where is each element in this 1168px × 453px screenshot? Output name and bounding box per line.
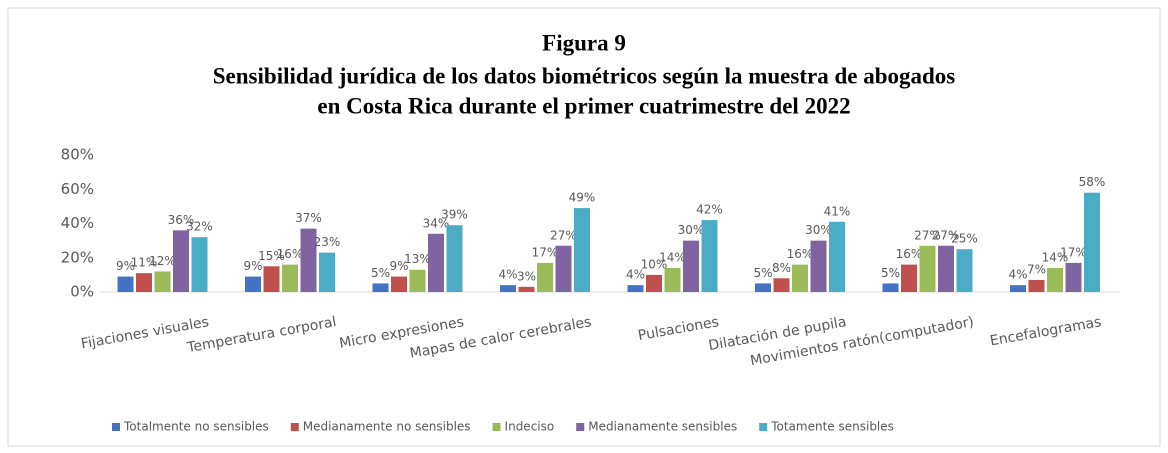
bar (574, 208, 590, 292)
bar (446, 225, 463, 292)
bar (500, 285, 516, 292)
value-label: 16% (277, 247, 304, 261)
bar (773, 278, 790, 292)
value-label: 9% (389, 259, 408, 273)
value-label: 27% (933, 228, 960, 242)
bar (810, 240, 827, 292)
legend-label: Medianamente sensibles (588, 420, 737, 434)
bar (664, 268, 681, 292)
value-label: 16% (787, 247, 814, 261)
bar (391, 276, 407, 292)
bar (755, 283, 771, 292)
bar (319, 252, 335, 292)
legend-swatch (759, 423, 768, 431)
bar (409, 269, 426, 292)
bar (555, 245, 572, 292)
value-label: 5% (753, 266, 772, 280)
bar (263, 266, 280, 292)
value-label: 9% (116, 259, 135, 273)
legend-label: Totalmente no sensibles (123, 420, 269, 434)
chart-subtitle: Sensibilidad jurídica de los datos biomé… (213, 63, 956, 88)
bar (792, 264, 808, 292)
value-label: 49% (569, 191, 596, 205)
value-label: 30% (678, 223, 705, 237)
legend-swatch (290, 423, 299, 431)
bar (537, 262, 553, 292)
value-label: 8% (772, 261, 791, 275)
bar (646, 274, 662, 292)
chart-title: Figura 9 (542, 30, 626, 55)
legend-swatch (492, 423, 501, 431)
bar (829, 221, 845, 292)
value-label: 15% (258, 249, 285, 263)
value-label: 27% (550, 228, 577, 242)
bar (173, 230, 189, 292)
value-label: 14% (659, 251, 686, 265)
value-label: 58% (1079, 175, 1106, 189)
value-label: 5% (371, 266, 390, 280)
legend-swatch (112, 423, 120, 431)
y-tick-label: 60% (61, 180, 94, 198)
value-label: 12% (149, 254, 176, 268)
value-label: 17% (532, 245, 559, 259)
value-label: 5% (881, 266, 900, 280)
bar (683, 240, 699, 292)
value-label: 27% (914, 228, 941, 242)
value-label: 7% (1027, 263, 1046, 277)
value-label: 3% (517, 269, 536, 283)
value-label: 34% (423, 216, 450, 230)
bar (282, 264, 298, 292)
bar (1065, 262, 1082, 292)
value-label: 11% (131, 256, 158, 270)
bar (627, 285, 644, 292)
value-label: 9% (243, 259, 262, 273)
value-label: 4% (498, 268, 517, 282)
bar (136, 273, 152, 292)
value-label: 16% (896, 247, 923, 261)
legend-label: Medianamente no sensibles (303, 420, 471, 434)
bar (919, 245, 936, 292)
bar (1028, 280, 1045, 292)
bar (154, 271, 171, 292)
y-tick-label: 80% (61, 146, 94, 164)
value-label: 17% (1060, 245, 1087, 259)
legend-label: Indeciso (505, 420, 555, 434)
chart-subtitle: en Costa Rica durante el primer cuatrime… (317, 93, 850, 118)
value-label: 39% (441, 208, 468, 222)
value-label: 42% (696, 203, 723, 217)
value-label: 10% (641, 257, 668, 271)
bar (938, 245, 954, 292)
value-label: 23% (314, 235, 341, 249)
y-tick-label: 40% (61, 214, 94, 232)
bar (701, 220, 718, 292)
y-tick-label: 0% (70, 283, 94, 301)
bar (1047, 268, 1063, 292)
value-label: 30% (805, 223, 832, 237)
bar (428, 233, 444, 292)
legend-swatch (576, 423, 585, 431)
bar (956, 249, 973, 292)
bar (1084, 192, 1100, 292)
bar (191, 237, 208, 292)
value-label: 25% (951, 232, 978, 246)
bar (518, 286, 535, 292)
value-label: 13% (404, 252, 431, 266)
value-label: 4% (1008, 268, 1027, 282)
value-label: 37% (295, 211, 322, 225)
legend-label: Totamente sensibles (770, 420, 894, 434)
bar (1010, 285, 1026, 292)
y-tick-label: 20% (61, 248, 94, 266)
bar (117, 276, 134, 292)
bar (901, 264, 917, 292)
value-label: 41% (824, 204, 851, 218)
value-label: 4% (626, 268, 645, 282)
bar (300, 228, 317, 292)
value-label: 14% (1042, 251, 1069, 265)
bar (882, 283, 899, 292)
value-label: 32% (186, 220, 213, 234)
bar (245, 276, 261, 292)
bar (372, 283, 389, 292)
value-label: 36% (168, 213, 195, 227)
